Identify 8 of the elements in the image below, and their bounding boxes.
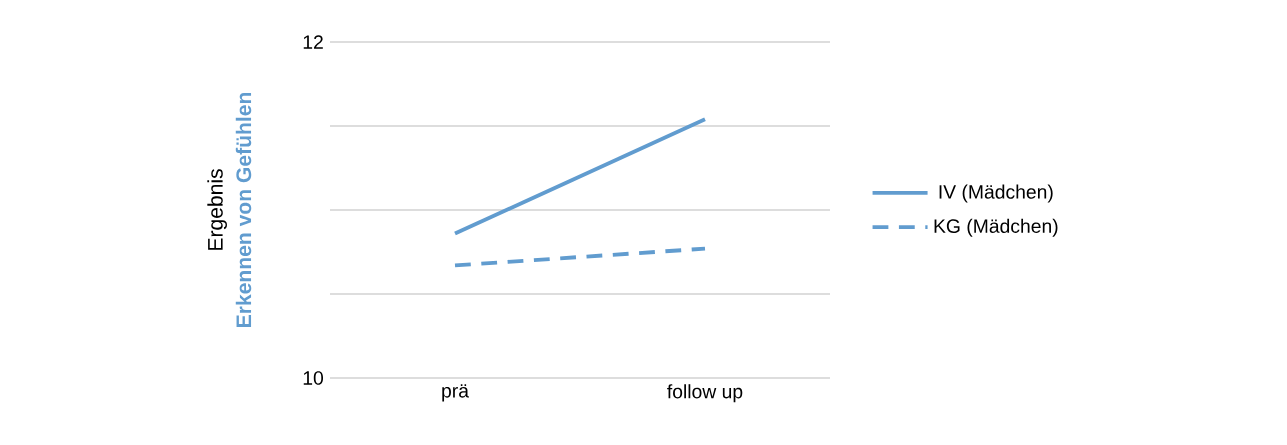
legend-label: KG (Mädchen): [934, 218, 1058, 237]
text: Erkennen von Gefühlen: [235, 92, 252, 327]
y-axis-title: Ergebnis: [207, 169, 227, 250]
x-tick-label: prä: [442, 384, 469, 402]
y-tick-label: 12: [303, 35, 323, 49]
legend-label: IV (Mädchen): [939, 184, 1053, 203]
x-tick-label: follow up: [667, 384, 743, 403]
y-tick-label: 10: [303, 371, 324, 385]
